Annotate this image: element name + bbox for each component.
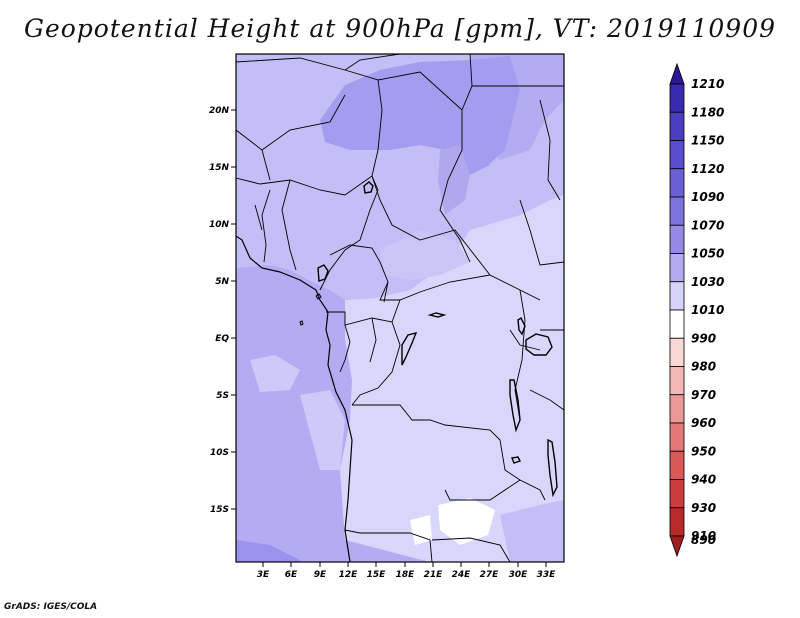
country-borders — [236, 54, 564, 562]
colorbar-label-910: 910 — [691, 529, 716, 543]
colorbar-segment-2 — [669, 111, 685, 141]
colorbar-segment-17 — [669, 535, 685, 558]
lon-label-6E: 6E — [285, 570, 298, 580]
lon-label-27E: 27E — [480, 570, 500, 580]
colorbar-segment-6 — [669, 224, 685, 254]
lon-label-18E: 18E — [396, 570, 416, 580]
lon-ticks — [262, 562, 547, 567]
lakes — [317, 181, 558, 498]
colorbar-label-1010: 1010 — [691, 303, 724, 317]
land-high-blob-central — [380, 230, 470, 280]
land-mid-field — [236, 54, 564, 300]
lon-label-24E: 24E — [452, 570, 472, 580]
lat-ticks — [231, 109, 236, 510]
land-high-blob-north — [320, 60, 490, 175]
lake-chad — [363, 181, 374, 194]
colorbar-segment-12 — [669, 394, 685, 424]
lat-axis: 20N 15N 10N 5N EQ 5S 10S 15S — [209, 106, 236, 515]
land-high-blob-east — [470, 56, 520, 165]
lon-label-33E: 33E — [537, 570, 557, 580]
coastline — [236, 235, 353, 562]
lake-kariba — [511, 456, 521, 464]
colorbar-label-1180: 1180 — [691, 105, 724, 119]
colorbar-label-990: 990 — [691, 331, 716, 345]
colorbar-label-1090: 1090 — [691, 190, 724, 204]
page-title: Geopotential Height at 900hPa [gpm], VT:… — [23, 14, 777, 43]
colorbar-label-1210: 1210 — [691, 77, 724, 91]
south-white-patch — [438, 498, 495, 545]
colorbar-label-980: 980 — [691, 360, 716, 374]
colorbar-segment-15 — [669, 479, 685, 509]
lat-label-5N: 5N — [215, 277, 229, 287]
colorbar-segment-9 — [669, 309, 685, 339]
colorbar-label-1070: 1070 — [691, 218, 724, 232]
colorbar-label-1120: 1120 — [691, 162, 724, 176]
colorbar-label-1030: 1030 — [691, 275, 724, 289]
colorbar-segment-0 — [669, 62, 685, 85]
lon-label-15E: 15E — [367, 570, 387, 580]
lat-label-10N: 10N — [209, 220, 230, 230]
lat-label-15S: 15S — [210, 505, 229, 515]
river-congo-segment — [401, 331, 418, 366]
colorbar-segment-1 — [669, 83, 685, 113]
colorbar-segment-13 — [669, 422, 685, 452]
colorbar-label-1150: 1150 — [691, 134, 724, 148]
colorbar-segment-10 — [669, 337, 685, 367]
island-saotome — [299, 320, 304, 326]
lake-albert — [517, 316, 526, 336]
ocean-south-high — [236, 540, 300, 562]
lake-tanganyika — [509, 379, 521, 433]
colorbar-segment-3 — [669, 140, 685, 170]
grads-credit: GrADS: IGES/COLA — [4, 602, 98, 612]
lat-label-10S: 10S — [210, 448, 229, 458]
lon-label-3E: 3E — [257, 570, 270, 580]
colorbar-segment-14 — [669, 450, 685, 480]
land-high-blob-nile — [438, 145, 470, 215]
map-frame — [235, 53, 565, 563]
colorbar-label-950: 950 — [691, 444, 716, 458]
colorbar-label-930: 930 — [691, 501, 716, 515]
lake-victoria — [525, 333, 553, 356]
lake-malawi — [547, 438, 558, 498]
lat-label-5S: 5S — [216, 391, 229, 401]
land-low-field — [340, 195, 564, 562]
colorbar-segment-7 — [669, 253, 685, 283]
colorbar-label-1050: 1050 — [691, 247, 724, 261]
lon-label-21E: 21E — [424, 570, 444, 580]
east-south-mid — [500, 500, 564, 562]
colorbar-label-890: 890 — [691, 533, 716, 547]
colorbar-segment-4 — [669, 168, 685, 198]
colorbar-segment-11 — [669, 366, 685, 396]
lon-label-30E: 30E — [509, 570, 529, 580]
colorbar-label-940: 940 — [691, 473, 716, 487]
lon-label-12E: 12E — [339, 570, 359, 580]
colorbar-label-960: 960 — [691, 416, 716, 430]
colorbar-segment-5 — [669, 196, 685, 226]
colorbar: 1210 1180 1150 1120 1090 1070 1050 1030 1010 990 9… — [669, 62, 724, 558]
lat-label-EQ: EQ — [215, 334, 229, 344]
lat-label-20N: 20N — [209, 106, 230, 116]
colorbar-segment-16 — [669, 507, 685, 537]
lake-volta — [317, 264, 329, 282]
lake-tumba — [427, 312, 447, 318]
colorbar-segment-8 — [669, 281, 685, 311]
island-bioko — [315, 293, 322, 300]
lat-label-15N: 15N — [209, 163, 230, 173]
south-white-patch-2 — [410, 515, 432, 545]
map-area — [236, 54, 564, 562]
ocean-low-patch — [250, 355, 300, 392]
ocean-low-patch-2 — [300, 390, 345, 470]
lon-label-9E: 9E — [314, 570, 327, 580]
lon-axis: 3E 6E 9E 12E 15E 18E 21E 24E 27E 30E 33E — [257, 562, 556, 580]
colorbar-label-970: 970 — [691, 388, 716, 402]
